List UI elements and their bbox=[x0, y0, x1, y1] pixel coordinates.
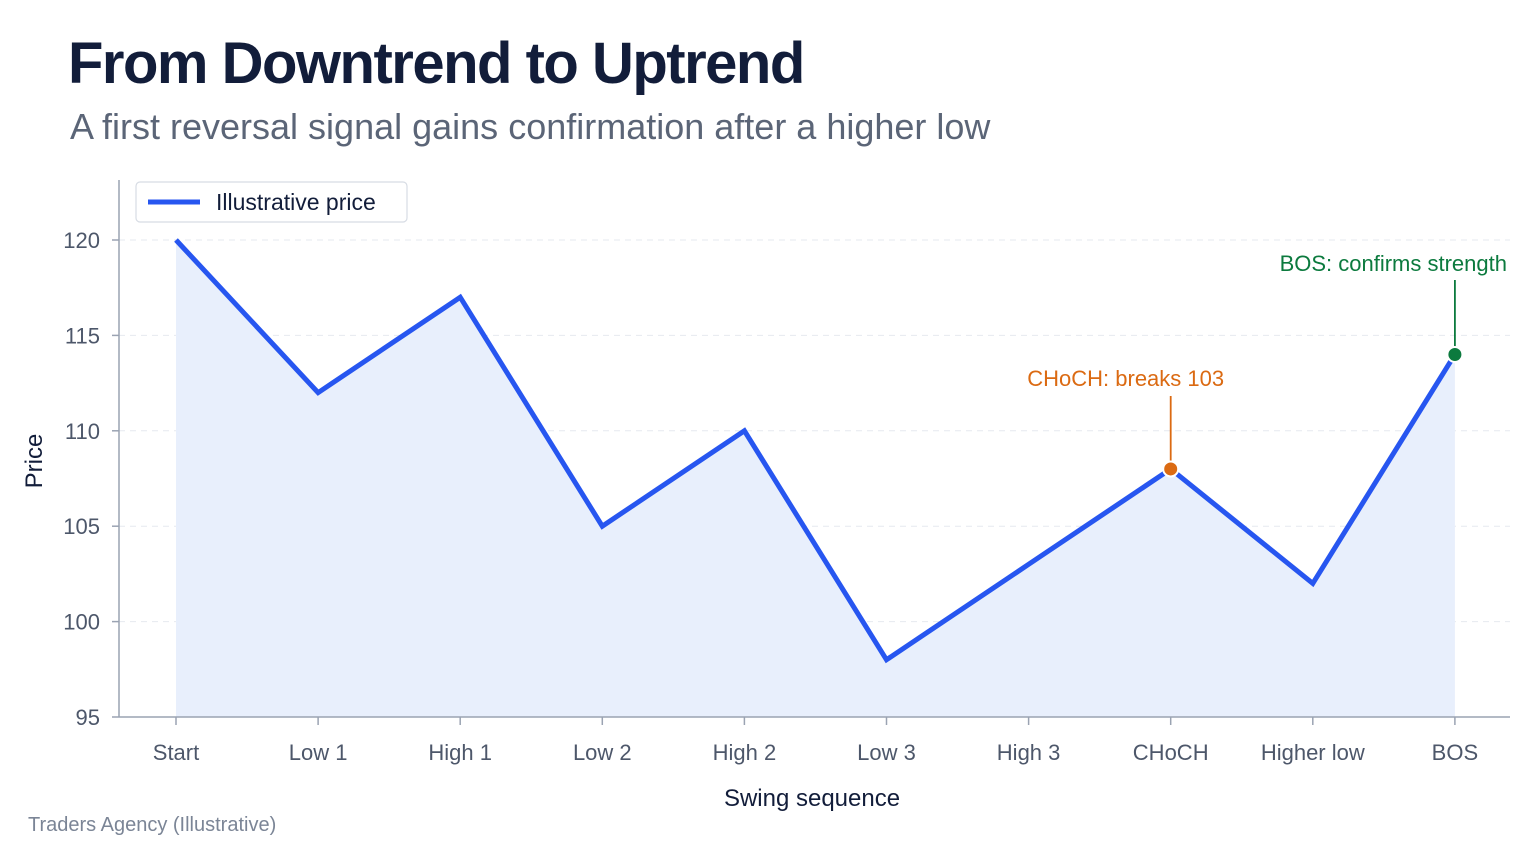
y-tick-label: 95 bbox=[76, 705, 100, 730]
price-area-fill bbox=[176, 240, 1455, 717]
x-tick-label: Start bbox=[153, 740, 199, 765]
y-tick-label: 120 bbox=[63, 228, 100, 253]
annotation-marker bbox=[1162, 460, 1180, 478]
y-tick-label: 110 bbox=[65, 419, 100, 444]
x-tick-label: High 1 bbox=[428, 740, 492, 765]
legend-label: Illustrative price bbox=[216, 189, 376, 215]
x-tick-label: High 2 bbox=[713, 740, 777, 765]
legend-box bbox=[135, 181, 408, 223]
x-tick-label: Low 2 bbox=[573, 740, 632, 765]
axes bbox=[118, 180, 1510, 718]
y-tick-label: 115 bbox=[65, 323, 100, 348]
y-tick-labels: 95 100 105 110 115 120 bbox=[63, 228, 119, 730]
chart-title: From Downtrend to Uptrend bbox=[68, 31, 805, 96]
x-tick-label: High 3 bbox=[997, 740, 1061, 765]
x-tick-label: Higher low bbox=[1261, 740, 1365, 765]
x-tick-label: Low 1 bbox=[289, 740, 348, 765]
price-series-line bbox=[174, 238, 1458, 664]
source-footer: Traders Agency (Illustrative) bbox=[28, 814, 277, 836]
x-axis-title: Swing sequence bbox=[724, 785, 900, 812]
x-tick-label: Low 3 bbox=[857, 740, 916, 765]
y-tick-label: 100 bbox=[63, 610, 100, 635]
y-tick-label: 105 bbox=[63, 514, 100, 539]
y-axis-title: Price bbox=[21, 434, 48, 489]
x-tick-label: BOS bbox=[1432, 740, 1478, 765]
chart-subtitle: A first reversal signal gains confirmati… bbox=[70, 106, 991, 147]
x-tick-label: CHoCH bbox=[1133, 740, 1209, 765]
annotation-label: BOS: confirms strength bbox=[1280, 251, 1507, 276]
annotations: CHoCH: breaks 103 BOS: confirms strength bbox=[1027, 251, 1507, 478]
annotation-label: CHoCH: breaks 103 bbox=[1027, 366, 1224, 391]
annotation-marker bbox=[1446, 345, 1464, 363]
x-tick-labels: Start Low 1 High 1 Low 2 High 2 Low 3 High 3 CH… bbox=[153, 717, 1478, 765]
legend: Illustrative price bbox=[135, 181, 408, 223]
